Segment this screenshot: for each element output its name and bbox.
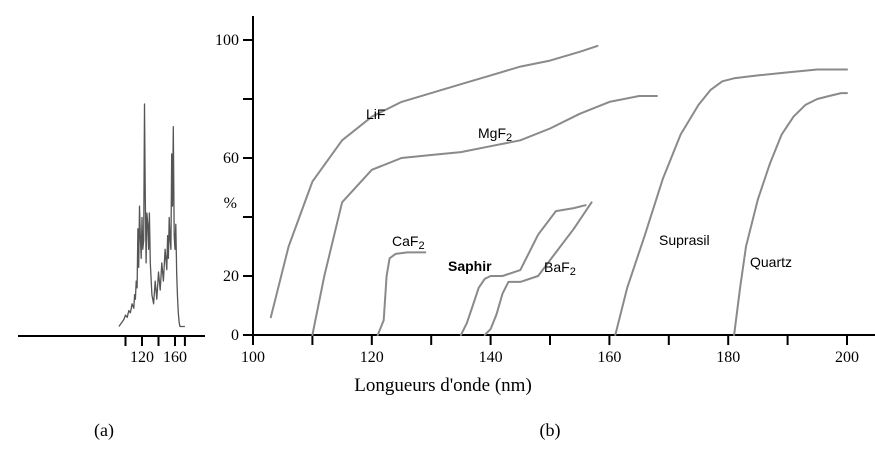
- label-saphir: Saphir: [448, 258, 492, 274]
- y-tick-label: 60: [223, 150, 239, 167]
- label-quartz: Quartz: [750, 254, 792, 270]
- panel-b-ticks: 100 120 140 160 180 200 0 20 60 100: [215, 32, 859, 366]
- x-axis-label: Longueurs d'onde (nm): [354, 375, 532, 396]
- label-suprasil: Suprasil: [659, 232, 710, 248]
- label-mgf2: MgF2: [478, 125, 512, 144]
- label-caf2: CaF2: [392, 233, 425, 252]
- curve-caf2: [376, 251, 427, 336]
- curve-quartz: [733, 92, 848, 336]
- curve-suprasil: [614, 68, 848, 336]
- x-tick-label: 200: [835, 349, 859, 366]
- y-tick-label: 20: [223, 268, 239, 285]
- curve-mgf2: [311, 95, 658, 336]
- x-tick-label: 120: [360, 349, 384, 366]
- x-tick-label: 180: [716, 349, 740, 366]
- x-tick-label: 140: [479, 349, 503, 366]
- y-tick-label: 100: [215, 32, 239, 49]
- panel-a-label: (a): [94, 420, 114, 441]
- emission-spectrum-line: [118, 103, 185, 328]
- x-tick-label: 100: [241, 349, 265, 366]
- panel-a-tick-label: 160: [163, 349, 187, 366]
- x-tick-label: 160: [597, 349, 621, 366]
- panel-b-label: (b): [540, 420, 561, 441]
- curve-baf2: [483, 201, 593, 336]
- y-axis-label: %: [224, 195, 237, 212]
- panel-b-curves: [269, 44, 848, 336]
- label-lif: LiF: [366, 106, 385, 122]
- panel-b: 100 120 140 160 180 200 0 20 60 100 % Longueurs d…: [215, 16, 875, 396]
- y-tick-label: 0: [231, 327, 239, 344]
- panel-a: 120 160: [18, 103, 205, 366]
- panel-a-ticks: 120 160: [124, 336, 187, 366]
- curve-saphir: [459, 204, 587, 336]
- panel-a-tick-label: 120: [130, 349, 154, 366]
- curve-lif: [269, 44, 599, 319]
- label-baf2: BaF2: [544, 259, 576, 278]
